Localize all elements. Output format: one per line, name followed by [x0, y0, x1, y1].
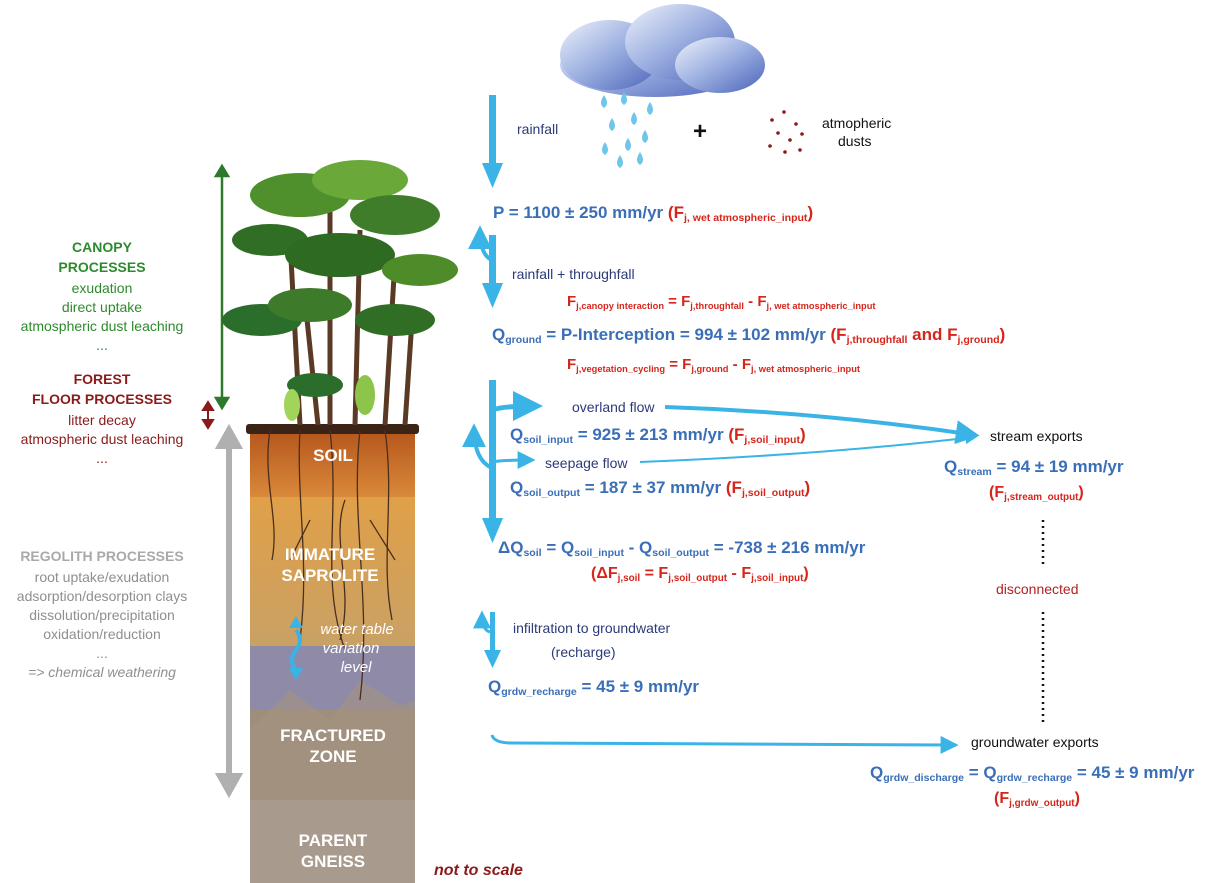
roots-icon	[267, 429, 396, 701]
dust-particles-icon	[768, 110, 804, 154]
seepage-flow-arrow	[491, 451, 536, 470]
water-table-label-1: water table	[320, 621, 394, 638]
canopy-heading-1: CANOPY	[72, 239, 132, 255]
soil-delta-flux: ΔQsoil = Qsoil_input - Qsoil_output = -7…	[498, 538, 866, 560]
layer-soil: SOIL	[313, 446, 353, 465]
layer-saprolite-1: IMMATURE	[284, 545, 376, 564]
soil-uptake-arrow	[462, 423, 493, 470]
floor-item-3: ...	[96, 450, 108, 466]
soil-delta-F-equation: (ΔFj,soil = Fj,soil_output - Fj,soil_inp…	[591, 565, 809, 584]
floor-range-arrow	[201, 400, 215, 430]
stream-exports-label: stream exports	[990, 428, 1083, 444]
disconnected-label: disconnected	[996, 581, 1079, 597]
layer-fractured-1: FRACTURED	[280, 726, 386, 745]
recharge-return-arrow	[473, 610, 492, 634]
dusts-label-2: dusts	[838, 133, 872, 149]
groundwater-export-arrow	[490, 734, 959, 754]
regolith-range-arrow	[214, 423, 244, 799]
water-table-label-2: variation	[322, 640, 380, 657]
cloud-icon	[560, 4, 765, 97]
overland-to-stream	[664, 405, 980, 445]
groundwater-exports-label: groundwater exports	[971, 734, 1099, 750]
rainfall-label: rainfall	[517, 121, 559, 137]
ground-flux: Qground = P-Interception = 994 ± 102 mm/…	[492, 325, 1006, 347]
rain-drops-icon	[601, 92, 653, 168]
rainfall-arrow	[482, 95, 503, 188]
soil-output-flux: Qsoil_output = 187 ± 37 mm/yr (Fj,soil_o…	[510, 478, 811, 500]
canopy-item-3: atmospheric dust leaching	[20, 318, 184, 334]
rainfall-throughfall-label: rainfall + throughfall	[512, 266, 635, 282]
groundwater-discharge-flux: Qgrdw_discharge = Qgrdw_recharge = 45 ± …	[870, 763, 1195, 785]
canopy-range-arrow	[213, 163, 231, 411]
forest-canopy-icon	[222, 160, 458, 426]
canopy-item-2: direct uptake	[61, 299, 143, 315]
water-table-label-3: level	[340, 659, 372, 676]
vegetation-cycling-equation: Fj,vegetation_cycling = Fj,ground - Fj, …	[567, 356, 860, 374]
infiltration-arrow	[484, 612, 501, 668]
regolith-item-2: adsorption/desorption clays	[16, 588, 188, 604]
floor-heading-2: FLOOR PROCESSES	[31, 391, 173, 407]
regolith-item-1: root uptake/exudation	[34, 569, 170, 585]
stream-F-label: (Fj,stream_output)	[989, 484, 1084, 503]
regolith-item-6: => chemical weathering	[28, 664, 176, 680]
seepage-flow-label: seepage flow	[545, 455, 628, 471]
plus-label: +	[693, 118, 708, 145]
soil-input-flux: Qsoil_input = 925 ± 213 mm/yr (Fj,soil_i…	[510, 425, 806, 447]
throughfall-arrow	[482, 235, 503, 308]
layer-parent-1: PARENT	[298, 831, 368, 850]
not-to-scale-note: not to scale	[434, 862, 523, 879]
canopy-heading-2: PROCESSES	[58, 259, 146, 275]
groundwater-F-label: (Fj,grdw_output)	[994, 790, 1080, 809]
dusts-label-1: atmopheric	[822, 115, 892, 131]
floor-heading-1: FOREST	[73, 371, 131, 387]
floor-item-2: atmospheric dust leaching	[20, 431, 184, 447]
regolith-item-5: ...	[96, 645, 108, 661]
layer-saprolite-2: SAPROLITE	[281, 566, 379, 585]
regolith-item-4: oxidation/reduction	[43, 626, 161, 642]
stream-flux: Qstream = 94 ± 19 mm/yr	[944, 457, 1124, 479]
layer-fractured-2: ZONE	[309, 747, 357, 766]
floor-item-1: litter decay	[68, 412, 136, 428]
overland-flow-label: overland flow	[572, 399, 655, 415]
precipitation-flux: P = 1100 ± 250 mm/yr (Fj, wet atmospheri…	[493, 203, 814, 225]
overland-flow-arrow	[491, 391, 543, 422]
infiltration-label: infiltration to groundwater	[513, 620, 671, 636]
canopy-item-1: exudation	[71, 280, 133, 296]
canopy-interaction-equation: Fj,canopy interaction = Fj,throughfall -…	[567, 293, 876, 311]
soil-arrow	[482, 380, 503, 543]
canopy-item-4: ...	[96, 337, 108, 353]
groundwater-recharge-flux: Qgrdw_recharge = 45 ± 9 mm/yr	[488, 677, 700, 699]
water-table-arrow	[289, 616, 303, 680]
recharge-label: (recharge)	[551, 644, 616, 660]
regolith-item-3: dissolution/precipitation	[29, 607, 175, 623]
regolith-heading: REGOLITH PROCESSES	[20, 548, 184, 564]
layer-parent-2: GNEISS	[300, 852, 366, 871]
seepage-to-stream	[639, 432, 978, 463]
